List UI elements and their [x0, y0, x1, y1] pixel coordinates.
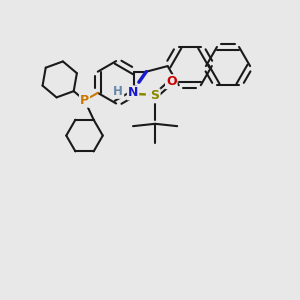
- Text: O: O: [166, 75, 177, 88]
- Text: N: N: [128, 86, 138, 99]
- Text: P: P: [80, 94, 89, 107]
- Text: S: S: [151, 89, 160, 102]
- Text: H: H: [113, 85, 123, 98]
